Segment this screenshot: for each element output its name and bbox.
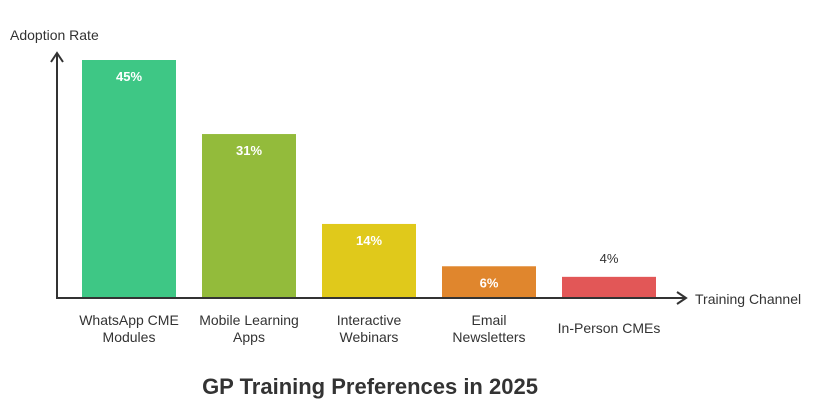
bar-4: [562, 276, 656, 298]
y-axis-title: Adoption Rate: [10, 27, 99, 43]
bar-value-label-2: 14%: [356, 233, 382, 248]
category-label-2: Interactive Webinars: [309, 312, 429, 346]
category-label-line: Mobile Learning: [199, 312, 299, 328]
category-label-4: In-Person CMEs: [549, 320, 669, 337]
category-label-1: Mobile Learning Apps: [189, 312, 309, 346]
category-label-line: Webinars: [339, 329, 399, 345]
category-label-line: WhatsApp CME: [79, 312, 179, 328]
category-label-line: Interactive: [336, 312, 402, 328]
x-axis-title: Training Channel: [695, 291, 802, 307]
bar-value-label-4: 4%: [600, 251, 619, 266]
x-axis-arrow-icon: [676, 291, 688, 305]
bar-2: [322, 223, 416, 298]
bar-1: [202, 134, 296, 298]
bar-value-label-0: 45%: [116, 69, 142, 84]
bar-3: [442, 266, 536, 298]
category-label-line: Newsletters: [452, 329, 526, 345]
category-label-line: Email: [471, 312, 507, 328]
category-label-3: Email Newsletters: [429, 312, 549, 346]
chart-title: GP Training Preferences in 2025: [202, 374, 538, 399]
y-axis-arrow-icon: [50, 51, 64, 63]
bar-0: [82, 60, 176, 298]
category-label-line: In-Person CMEs: [557, 320, 661, 336]
category-label-0: WhatsApp CME Modules: [69, 312, 189, 346]
bar-value-label-1: 31%: [236, 143, 262, 158]
category-label-line: Modules: [102, 329, 156, 345]
category-label-line: Apps: [233, 329, 265, 345]
bar-value-label-3: 6%: [480, 275, 499, 290]
